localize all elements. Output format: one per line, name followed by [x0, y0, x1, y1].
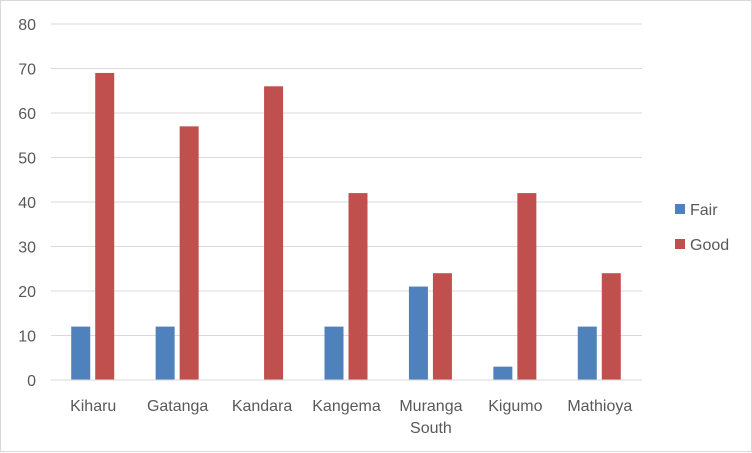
y-tick-label: 30 [18, 240, 36, 257]
x-tick-label: Mathioya [567, 398, 632, 415]
bar-fair [493, 366, 513, 380]
x-tick-label: Muranga [399, 398, 462, 415]
y-tick-label: 50 [18, 151, 36, 168]
bar-good [432, 273, 452, 380]
bar-good [601, 273, 621, 380]
bar-fair [408, 286, 428, 380]
bar-fair [577, 326, 597, 380]
x-tick-label: Kandara [232, 398, 293, 415]
bars [71, 72, 621, 381]
x-tick-label: Kangema [312, 398, 381, 415]
legend: Fair Good [675, 202, 729, 254]
y-axis: 0 10 20 30 40 50 60 70 80 [18, 17, 36, 390]
y-tick-label: 20 [18, 284, 36, 301]
x-tick-label: Kiharu [70, 398, 116, 415]
y-tick-label: 0 [27, 373, 36, 390]
legend-swatch-good [675, 239, 685, 249]
legend-label-fair: Fair [690, 202, 718, 219]
legend-swatch-fair [675, 204, 685, 214]
y-tick-label: 10 [18, 329, 36, 346]
gridlines [51, 23, 642, 381]
x-tick-label: Kigumo [488, 398, 542, 415]
bar-good [348, 193, 368, 380]
x-axis: Kiharu Gatanga Kandara Kangema Muranga South K… [51, 379, 642, 437]
bar-fair [324, 326, 344, 380]
y-tick-label: 80 [18, 17, 36, 34]
bar-good [179, 126, 199, 380]
bar-fair [71, 326, 91, 380]
bar-good [264, 86, 284, 381]
legend-label-good: Good [690, 237, 729, 254]
y-tick-label: 40 [18, 195, 36, 212]
bar-good [517, 193, 537, 380]
bar-fair [155, 326, 175, 380]
x-tick-label: South [410, 420, 452, 437]
x-tick-label: Gatanga [147, 398, 208, 415]
y-tick-label: 60 [18, 106, 36, 123]
bar-good [95, 72, 115, 380]
y-tick-label: 70 [18, 62, 36, 79]
